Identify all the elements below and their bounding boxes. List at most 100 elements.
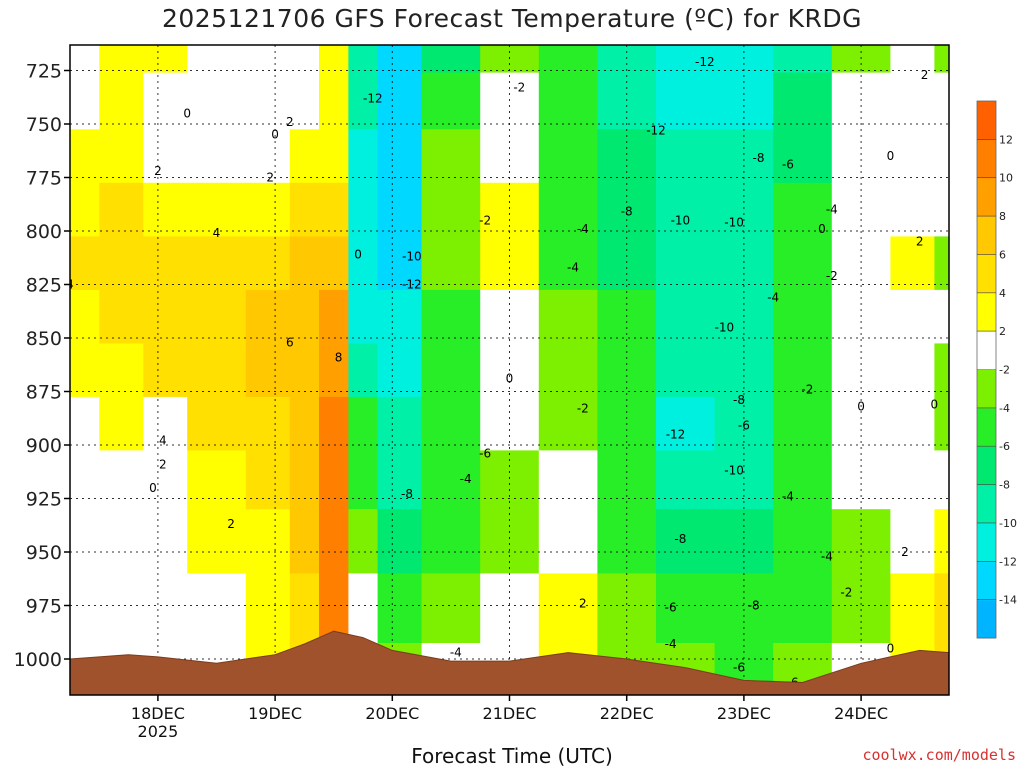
- field-cell: [70, 450, 100, 510]
- field-cell: [348, 236, 379, 291]
- field-cell: [934, 129, 949, 184]
- y-tick-label: 775: [26, 168, 62, 190]
- field-cell: [348, 343, 379, 398]
- field-cell: [538, 289, 598, 344]
- field-cell: [656, 129, 716, 184]
- credit-link[interactable]: coolwx.com/models: [862, 746, 1016, 764]
- contour-label: -6: [782, 158, 794, 172]
- field-cell: [348, 289, 379, 344]
- field-cell: [99, 396, 144, 451]
- field-cell: [245, 396, 291, 451]
- field-cell: [597, 45, 657, 74]
- contour-label: -8: [733, 393, 745, 407]
- field-cell: [289, 343, 320, 398]
- field-cell: [538, 396, 598, 451]
- field-cell: [245, 45, 291, 74]
- field-cell: [890, 509, 935, 574]
- contour-label: -10: [671, 213, 691, 227]
- field-cell: [597, 182, 657, 237]
- contour-label: -8: [401, 487, 413, 501]
- field-cell: [890, 72, 935, 130]
- contour-label: 2: [159, 457, 167, 471]
- y-tick-label: 800: [26, 221, 62, 243]
- field-cell: [319, 45, 349, 74]
- field-cell: [143, 450, 188, 510]
- colorbar-swatch: [977, 292, 996, 332]
- contour-label: 4: [213, 226, 221, 240]
- field-cell: [538, 450, 598, 510]
- contour-label: -2: [577, 402, 589, 416]
- field-cell: [538, 45, 598, 74]
- field-cell: [289, 450, 320, 510]
- field-cell: [289, 45, 320, 74]
- grid-lines: [70, 45, 949, 695]
- field-cell: [934, 450, 949, 510]
- contour-label: 0: [183, 106, 191, 120]
- terrain-surface: [70, 630, 949, 695]
- x-tick-label: 22DEC: [600, 704, 654, 723]
- field-cell: [377, 45, 423, 74]
- field-cell: [245, 72, 291, 130]
- field-cell: [289, 236, 320, 291]
- field-cell: [289, 396, 320, 451]
- field-cell: [99, 343, 144, 398]
- field-cell: [656, 289, 716, 344]
- field-cell: [319, 129, 349, 184]
- field-cell: [538, 129, 598, 184]
- y-tick-label: 1000: [14, 649, 62, 671]
- field-cell: [421, 236, 481, 291]
- field-cell: [245, 450, 291, 510]
- contour-label: 4: [159, 434, 167, 448]
- contour-label: 2: [579, 596, 587, 610]
- contour-label: -2: [840, 586, 852, 600]
- contour-label: 0: [930, 397, 938, 411]
- field-cell: [377, 289, 423, 344]
- field-cell: [70, 129, 100, 184]
- field-cell: [143, 236, 188, 291]
- contour-label: -12: [363, 91, 383, 105]
- colorbar-label: 2: [999, 325, 1006, 338]
- contour-label: -10: [402, 250, 422, 264]
- y-tick-label: 825: [26, 275, 62, 297]
- field-cell: [934, 45, 949, 74]
- contour-label: -12: [695, 55, 715, 69]
- y-tick-label: 875: [26, 382, 62, 404]
- y-tick-label: 750: [26, 114, 62, 136]
- field-cell: [143, 45, 188, 74]
- field-cell: [538, 509, 598, 574]
- field-cell: [187, 45, 247, 74]
- field-cell: [70, 343, 100, 398]
- field-cell: [831, 236, 891, 291]
- field-cell: [934, 343, 949, 398]
- contour-label: 2: [266, 171, 274, 185]
- field-cell: [421, 450, 481, 510]
- field-cell: [187, 396, 247, 451]
- field-cell: [348, 129, 379, 184]
- field-cell: [348, 182, 379, 237]
- field-cell: [421, 573, 481, 644]
- y-tick-label: 900: [26, 435, 62, 457]
- field-cell: [319, 450, 349, 510]
- field-cell: [70, 396, 100, 451]
- contour-label: -2: [826, 269, 838, 283]
- contour-label: -6: [738, 419, 750, 433]
- field-cell: [70, 289, 100, 344]
- field-cell: [538, 573, 598, 644]
- field-cell: [934, 236, 949, 291]
- field-cell: [773, 396, 833, 451]
- y-tick-label: 925: [26, 489, 62, 511]
- field-cell: [377, 509, 423, 574]
- field-cell: [773, 182, 833, 237]
- field-cell: [480, 129, 540, 184]
- colorbar-label: -12: [999, 555, 1017, 568]
- field-cell: [597, 236, 657, 291]
- field-cell: [890, 45, 935, 74]
- field-cell: [143, 182, 188, 237]
- field-cell: [377, 573, 423, 644]
- field-cell: [319, 236, 349, 291]
- contour-label: -8: [621, 205, 633, 219]
- field-cell: [187, 450, 247, 510]
- field-cell: [70, 509, 100, 574]
- contour-label: -12: [402, 278, 422, 292]
